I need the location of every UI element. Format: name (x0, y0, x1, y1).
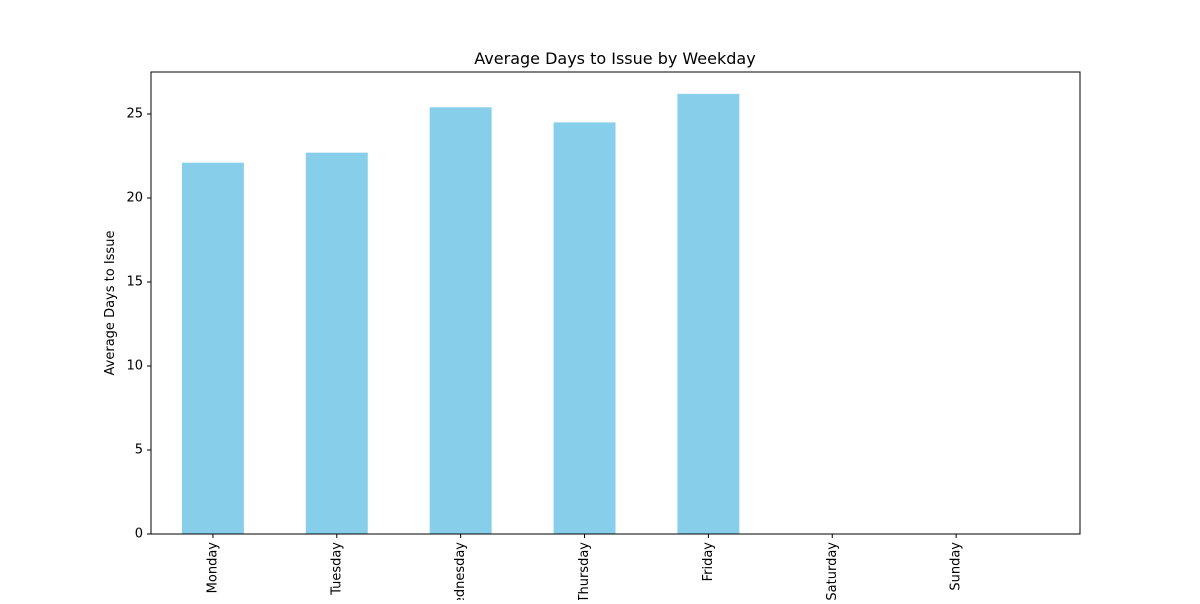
bar-monday (181, 162, 244, 534)
bar-thursday (553, 122, 616, 535)
bar-friday (677, 93, 740, 534)
chart-title: Average Days to Issue by Weekday (474, 49, 755, 68)
bars-layer (181, 93, 740, 535)
bar-tuesday (305, 152, 368, 534)
x-tick-label: Sunday (949, 542, 964, 591)
plot-frame (150, 71, 1081, 535)
y-tick-label: 15 (126, 275, 143, 290)
y-tick-label: 5 (135, 443, 143, 458)
x-tick-label: Monday (205, 542, 220, 594)
x-tick-label: Saturday (825, 542, 840, 600)
x-tick-label: Friday (701, 542, 716, 582)
y-axis-label: Average Days to Issue (103, 231, 118, 376)
x-axis: Monday Tuesday Wednesday Thursday Friday Satu… (205, 534, 964, 600)
y-tick-label: 20 (126, 191, 143, 206)
x-tick-label: Thursday (577, 542, 592, 600)
x-tick-label: Wednesday (453, 542, 468, 600)
bar-wednesday (429, 107, 492, 534)
x-tick-label: Tuesday (329, 542, 344, 596)
y-tick-label: 0 (135, 527, 143, 542)
y-tick-label: 25 (126, 107, 143, 122)
y-tick-label: 10 (126, 359, 143, 374)
y-axis: 0 5 10 15 20 25 (126, 107, 151, 542)
